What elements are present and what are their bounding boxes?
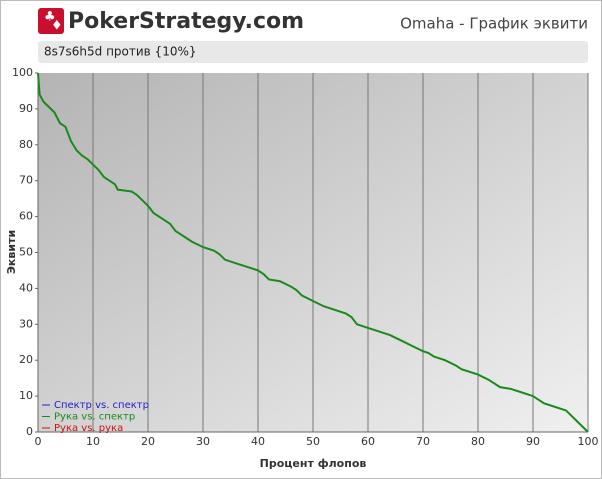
y-tick-label: 60 xyxy=(19,210,33,223)
y-axis-label: Эквити xyxy=(5,230,18,274)
logo-icon xyxy=(38,8,64,34)
legend-label: Рука vs. спектр xyxy=(54,412,135,423)
x-tick-label: 100 xyxy=(578,435,599,448)
x-tick-label: 80 xyxy=(471,435,485,448)
y-tick-label: 70 xyxy=(19,174,33,187)
x-tick-label: 50 xyxy=(306,435,320,448)
x-tick-label: 20 xyxy=(141,435,155,448)
chart-title: Omaha - График эквити xyxy=(400,15,588,33)
x-tick-label: 40 xyxy=(251,435,265,448)
x-tick-label: 70 xyxy=(416,435,430,448)
x-tick-label: 10 xyxy=(86,435,100,448)
y-tick-label: 0 xyxy=(26,425,33,438)
legend-label: Спектр vs. спектр xyxy=(54,400,149,411)
x-tick-label: 30 xyxy=(196,435,210,448)
y-tick-label: 30 xyxy=(19,317,33,330)
y-tick-label: 40 xyxy=(19,281,33,294)
logo-suit: ♦ xyxy=(51,19,63,34)
y-tick-label: 100 xyxy=(12,66,33,79)
x-tick-label: 60 xyxy=(361,435,375,448)
y-tick-label: 10 xyxy=(19,389,33,402)
x-tick-label: 0 xyxy=(35,435,42,448)
legend-label: Рука vs. рука xyxy=(54,423,123,434)
y-tick-label: 80 xyxy=(19,138,33,151)
y-tick-label: 50 xyxy=(19,246,33,259)
x-tick-label: 90 xyxy=(526,435,540,448)
chart-subtitle: 8s7s6h5d против {10%} xyxy=(44,45,197,59)
logo-text: PokerStrategy.com xyxy=(68,9,304,34)
x-axis-label: Процент флопов xyxy=(260,457,367,470)
y-tick-label: 90 xyxy=(19,102,33,115)
y-tick-label: 20 xyxy=(19,353,33,366)
series-line xyxy=(37,72,589,433)
subtitle-bar xyxy=(38,41,588,63)
logo-suit: ♣ xyxy=(44,10,56,25)
